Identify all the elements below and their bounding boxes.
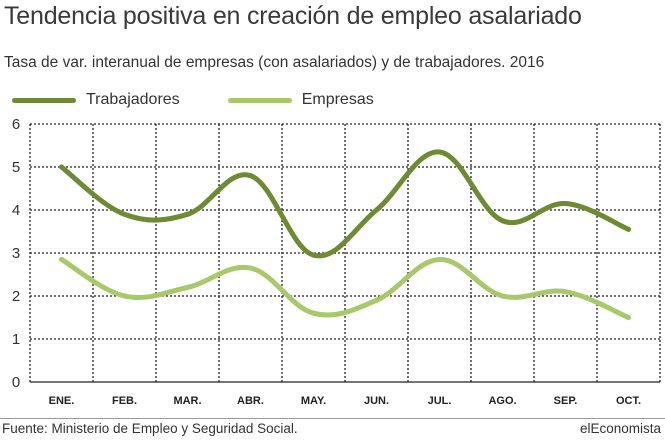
legend-item-trabajadores: Trabajadores	[12, 91, 180, 109]
legend-swatch-empresas	[227, 97, 292, 103]
x-tick-label: MAR.	[173, 395, 201, 407]
x-tick-label: MAY.	[301, 395, 326, 407]
data-point-trabajadores	[563, 201, 568, 207]
legend: Trabajadores Empresas	[12, 89, 422, 111]
series-line-trabajadores	[59, 149, 631, 259]
data-point-empresas	[311, 310, 316, 316]
data-point-trabajadores	[311, 252, 316, 258]
y-tick-label: 2	[12, 288, 20, 305]
data-point-trabajadores	[59, 164, 64, 170]
series-line-empresas	[59, 256, 631, 320]
line-chart: 0 1 2 3 4 5 6 ENE. FEB. MAR. ABR. MAY. JUN. JUL. AGO. S…	[12, 116, 661, 407]
x-tick-label: ENE.	[49, 395, 75, 407]
x-tick-label: AGO.	[488, 395, 516, 407]
y-tick-label: 5	[12, 159, 20, 176]
y-tick-label: 6	[12, 116, 20, 133]
legend-swatch-trabajadores	[12, 97, 76, 103]
data-point-empresas	[59, 256, 64, 262]
source-note: Fuente: Ministerio de Empleo y Seguridad…	[2, 421, 298, 436]
data-point-empresas	[626, 315, 631, 320]
x-tick-label: FEB.	[112, 395, 137, 407]
y-tick-label: 1	[12, 331, 20, 348]
data-point-trabajadores	[122, 211, 127, 217]
data-point-empresas	[374, 297, 379, 303]
footer: Fuente: Ministerio de Empleo y Seguridad…	[0, 418, 665, 439]
data-point-trabajadores	[185, 211, 190, 217]
legend-label-empresas: Empresas	[301, 91, 374, 108]
x-tick-label: JUL.	[428, 395, 452, 407]
data-point-empresas	[248, 265, 253, 271]
data-point-trabajadores	[626, 226, 631, 232]
data-point-trabajadores	[248, 173, 253, 179]
y-tick-label: 3	[12, 245, 20, 262]
chart-title: Tendencia positiva en creación de empleo…	[4, 2, 582, 30]
data-point-empresas	[500, 293, 505, 299]
data-point-trabajadores	[374, 207, 379, 213]
data-point-empresas	[122, 293, 127, 299]
data-point-empresas	[185, 284, 190, 290]
legend-label-trabajadores: Trabajadores	[86, 91, 180, 108]
legend-item-empresas: Empresas	[227, 91, 374, 109]
x-tick-label: SEP.	[554, 395, 578, 407]
x-tick-label: ABR.	[237, 395, 264, 407]
y-tick-label: 0	[12, 374, 20, 391]
data-point-trabajadores	[500, 218, 505, 224]
data-point-trabajadores	[437, 149, 442, 155]
data-point-empresas	[563, 289, 568, 295]
chart-subtitle: Tasa de var. interanual de empresas (con…	[4, 54, 545, 71]
y-tick-label: 4	[12, 202, 20, 219]
x-tick-label: OCT.	[616, 395, 641, 407]
brand-logo: elEconomista	[579, 421, 661, 436]
data-point-empresas	[437, 256, 442, 262]
x-tick-label: JUN.	[364, 395, 389, 407]
